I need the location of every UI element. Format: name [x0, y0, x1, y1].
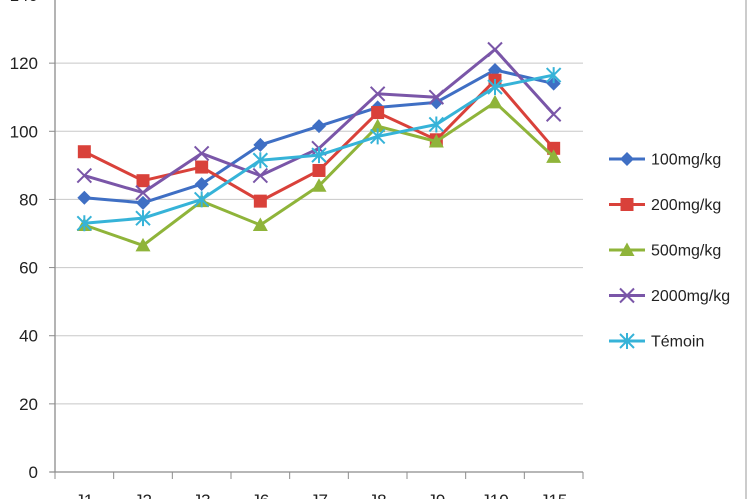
data-point	[135, 184, 151, 201]
data-point	[487, 78, 503, 95]
data-point	[369, 128, 386, 145]
y-tick-label: 0	[29, 463, 38, 482]
legend-marker	[620, 152, 634, 166]
data-point	[135, 237, 151, 252]
x-tick-label: J7	[310, 491, 328, 499]
x-tick-label: J8	[369, 491, 387, 499]
data-point	[311, 178, 327, 192]
y-tick-label: 120	[10, 54, 38, 73]
legend: 100mg/kg 200mg/kg 500mg/kg 2000mg/kg Témoin	[609, 152, 730, 351]
data-point	[76, 167, 93, 184]
data-point	[193, 145, 210, 162]
data-point	[545, 106, 562, 122]
y-tick-label: 60	[19, 259, 38, 278]
legend-item: 100mg/kg	[609, 152, 721, 169]
y-tick-label: 140	[10, 0, 38, 5]
data-point	[76, 215, 93, 232]
data-point	[77, 190, 92, 205]
data-point	[136, 174, 150, 188]
x-tick-label: J2	[134, 491, 152, 499]
gridlines	[50, 0, 583, 473]
x-tick-label: J10	[481, 491, 508, 499]
legend-marker	[620, 198, 634, 211]
y-tick-label: 40	[19, 327, 38, 346]
legend-item: Témoin	[609, 333, 704, 351]
data-point	[252, 167, 269, 184]
data-point	[487, 41, 503, 58]
data-point	[136, 195, 150, 210]
data-point	[370, 118, 386, 133]
series-t-moin	[76, 67, 562, 232]
data-point	[369, 86, 386, 102]
data-point	[545, 67, 562, 84]
data-point	[195, 160, 209, 174]
x-tick-label: J3	[193, 491, 211, 499]
data-point	[252, 217, 268, 231]
data-point	[546, 149, 562, 163]
data-point	[312, 119, 326, 134]
data-point	[194, 177, 209, 192]
series-group	[76, 41, 562, 252]
data-point	[311, 147, 327, 164]
data-point	[253, 194, 267, 208]
legend-label: 200mg/kg	[651, 197, 721, 214]
data-point	[429, 95, 444, 110]
series-500mg-kg	[76, 94, 562, 252]
legend-label: 500mg/kg	[651, 243, 721, 260]
data-point	[135, 210, 151, 227]
legend-item: 2000mg/kg	[609, 287, 730, 305]
y-tick-label: 100	[10, 122, 38, 141]
legend-item: 500mg/kg	[609, 242, 721, 260]
legend-item: 200mg/kg	[609, 197, 721, 214]
x-axis-ticks: J1 J2 J3 J6 J7 J8 J9 J10 J15	[54, 472, 584, 499]
data-point	[252, 152, 269, 169]
data-point	[428, 89, 445, 105]
legend-label: 2000mg/kg	[651, 288, 730, 305]
data-point	[253, 137, 268, 152]
legend-label: 100mg/kg	[651, 152, 721, 169]
series-100mg-kg	[77, 62, 561, 210]
data-point	[488, 62, 502, 77]
y-tick-label: 20	[19, 395, 38, 414]
data-point	[428, 134, 444, 148]
y-axis-ticks: 0 20 40 60 80 100 120 140	[10, 0, 55, 482]
x-tick-label: J6	[251, 491, 269, 499]
legend-label: Témoin	[651, 334, 704, 351]
data-point	[312, 163, 326, 177]
legend-marker	[619, 242, 635, 256]
data-point	[487, 94, 503, 109]
y-tick-label: 80	[19, 190, 38, 209]
x-tick-label: J15	[540, 491, 567, 499]
legend-marker	[619, 333, 635, 349]
data-point	[193, 191, 210, 208]
data-point	[77, 145, 91, 159]
legend-marker	[619, 287, 635, 304]
x-tick-label: J1	[75, 491, 93, 499]
data-point	[547, 141, 561, 155]
data-point	[371, 106, 385, 120]
x-tick-label: J9	[427, 491, 445, 499]
data-point	[428, 116, 445, 133]
data-point	[546, 76, 561, 91]
